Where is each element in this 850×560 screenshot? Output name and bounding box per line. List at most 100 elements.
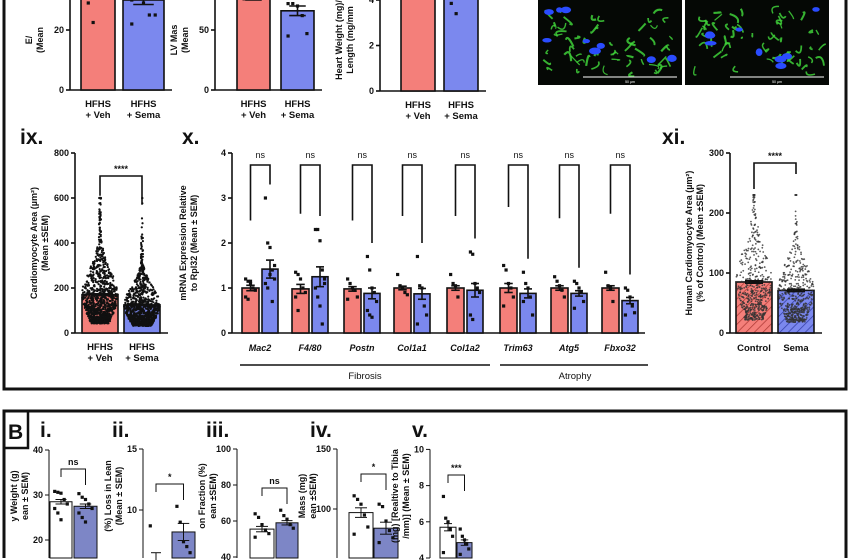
x-category-label: + Veh: [405, 111, 430, 122]
data-point: [752, 228, 755, 230]
data-point: [757, 316, 760, 318]
y-axis-label: mRNA Expression Relative: [178, 185, 188, 300]
data-point: [98, 276, 101, 280]
data-point: [141, 249, 145, 252]
data-point: [799, 262, 802, 264]
data-point: [148, 323, 151, 326]
y-tick-label: 20: [54, 25, 64, 35]
data-point: [785, 318, 787, 321]
data-point: [768, 288, 771, 291]
nucleus-stain: [596, 42, 605, 49]
data-point: [760, 287, 763, 290]
data-point: [794, 285, 797, 288]
data-point: [139, 307, 142, 310]
data-point: [752, 308, 755, 311]
data-point: [98, 243, 101, 246]
y-tick-label: 800: [54, 148, 69, 158]
membrane-stain: [564, 36, 575, 48]
data-point: [803, 264, 806, 267]
data-point: [415, 322, 420, 326]
data-point: [795, 224, 798, 226]
data-point: [784, 280, 786, 283]
data-point: [749, 266, 752, 269]
data-point: [129, 287, 132, 291]
data-point: [141, 252, 145, 256]
data-point: [80, 495, 84, 499]
data-point: [103, 319, 107, 323]
data-point: [99, 259, 102, 263]
data-point: [110, 275, 113, 278]
chart-biii: 40 60 80 100 on Fraction (%) ean ±SEM) ns: [197, 444, 299, 560]
data-point: [737, 293, 740, 296]
data-point: [791, 248, 794, 251]
data-point: [109, 272, 112, 275]
data-point: [763, 304, 766, 307]
data-point: [296, 308, 300, 313]
membrane-stain: [658, 56, 667, 65]
nucleus-stain: [812, 7, 820, 12]
data-point: [98, 268, 101, 271]
data-point: [784, 284, 787, 286]
data-point: [755, 259, 758, 262]
data-point: [140, 243, 143, 246]
data-point: [248, 281, 253, 286]
data-point: [153, 310, 156, 313]
data-point: [111, 301, 114, 304]
data-point: [752, 234, 754, 237]
data-point: [808, 308, 811, 310]
data-point: [782, 271, 785, 274]
nucleus-stain: [542, 37, 552, 43]
data-point: [756, 231, 759, 234]
data-point: [91, 312, 94, 315]
data-point: [795, 261, 798, 264]
data-point: [794, 243, 797, 246]
data-point: [755, 267, 758, 270]
data-point: [762, 291, 765, 294]
y-tick-label: 10: [127, 505, 137, 515]
data-point: [100, 304, 103, 307]
data-point: [763, 294, 766, 297]
data-point: [131, 302, 134, 305]
data-point: [98, 228, 101, 231]
data-point: [145, 315, 149, 318]
data-point: [751, 244, 754, 247]
data-point: [152, 301, 155, 304]
membrane-stain: [711, 22, 719, 31]
x-category-label: + Veh: [87, 353, 112, 364]
data-point: [740, 287, 742, 290]
data-point: [804, 297, 807, 300]
data-point: [757, 306, 760, 309]
data-point: [509, 286, 513, 290]
data-point: [760, 306, 763, 309]
data-point: [135, 298, 138, 301]
data-point: [99, 274, 102, 277]
data-point: [140, 260, 143, 263]
data-point: [91, 20, 95, 25]
membrane-stain: [557, 22, 567, 30]
data-point: [135, 289, 138, 292]
data-point: [104, 307, 107, 310]
data-point: [749, 256, 752, 259]
data-point: [754, 223, 757, 226]
data-point: [792, 261, 795, 263]
significance-label: *: [168, 472, 172, 482]
data-point: [577, 286, 581, 290]
data-point: [156, 305, 159, 308]
data-point: [108, 320, 112, 323]
data-point: [148, 312, 152, 315]
data-point: [365, 254, 370, 259]
data-point: [751, 274, 754, 276]
data-point: [56, 490, 60, 494]
data-point: [747, 247, 750, 250]
data-point: [115, 286, 118, 289]
data-point: [806, 285, 809, 288]
data-point: [98, 215, 101, 219]
data-point: [155, 309, 158, 312]
data-point: [758, 286, 761, 288]
data-point: [757, 271, 760, 274]
data-point: [106, 265, 109, 269]
data-point: [91, 297, 95, 300]
data-point: [246, 297, 250, 301]
data-point: [752, 231, 755, 234]
data-point: [760, 261, 763, 264]
